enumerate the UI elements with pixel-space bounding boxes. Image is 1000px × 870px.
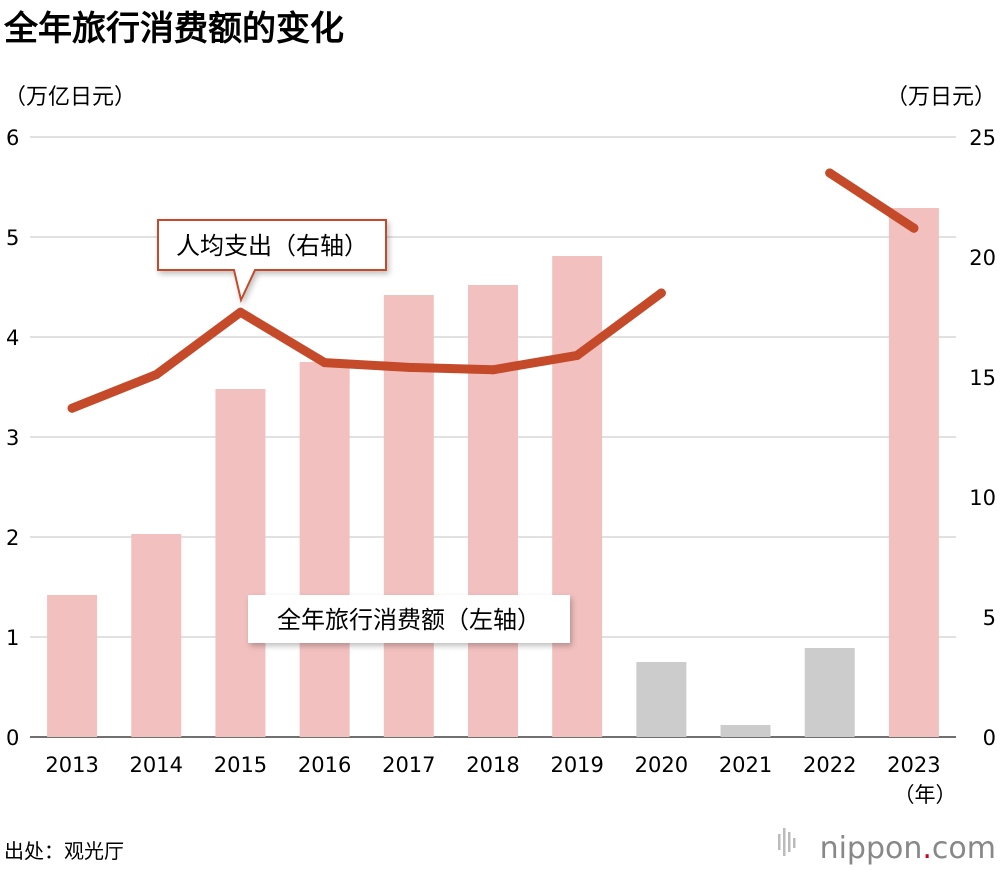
bar <box>888 208 939 737</box>
bar-series-callout: 全年旅行消费额（左轴） <box>248 595 570 643</box>
chart-title: 全年旅行消费额的变化 <box>3 9 344 49</box>
x-tick-label: 2017 <box>382 753 435 777</box>
line-point <box>825 168 835 178</box>
left-tick-label: 5 <box>6 226 19 250</box>
bar <box>131 534 182 737</box>
line-point <box>67 403 77 413</box>
bar-series <box>47 208 939 737</box>
right-axis-ticks: 0 5 10 15 20 25 <box>969 126 996 750</box>
line-series-callout: 人均支出（右轴） <box>157 219 387 304</box>
x-tick-label: 2022 <box>803 753 856 777</box>
right-tick-label: 0 <box>983 726 996 750</box>
brand-dot: . <box>922 831 932 866</box>
line-point <box>404 362 414 372</box>
x-axis-ticks: 2013 2014 2015 2016 2017 2018 2019 2020 2021 2022… <box>45 753 940 777</box>
bar <box>804 648 855 737</box>
x-tick-label: 2023 <box>887 753 940 777</box>
bar-series-label: 全年旅行消费额（左轴） <box>277 606 541 634</box>
line-series <box>67 168 919 413</box>
x-tick-label: 2016 <box>298 753 351 777</box>
line-point <box>909 223 919 233</box>
left-axis-ticks: 0 1 2 3 4 5 6 <box>6 126 19 750</box>
left-tick-label: 1 <box>6 626 19 650</box>
line-point <box>488 365 498 375</box>
bar <box>299 362 350 737</box>
left-tick-label: 2 <box>6 526 19 550</box>
x-tick-label: 2013 <box>45 753 98 777</box>
x-tick-label: 2014 <box>130 753 183 777</box>
line-point <box>320 358 330 368</box>
bar <box>468 285 518 737</box>
left-tick-label: 0 <box>6 726 19 750</box>
bar <box>636 662 687 737</box>
line-point <box>151 370 161 380</box>
x-tick-label: 2020 <box>635 753 688 777</box>
bar <box>720 725 771 737</box>
brand-logo: nippon.com <box>778 828 996 866</box>
brand-wordmark: nippon.com <box>820 831 996 866</box>
line-series-label: 人均支出（右轴） <box>176 232 368 260</box>
right-tick-label: 15 <box>969 366 996 390</box>
left-tick-label: 4 <box>6 326 19 350</box>
x-tick-label: 2021 <box>719 753 772 777</box>
x-tick-label: 2015 <box>214 753 267 777</box>
right-tick-label: 5 <box>983 606 996 630</box>
line-point <box>235 307 245 317</box>
right-tick-label: 20 <box>969 246 996 270</box>
line-segment <box>825 168 919 233</box>
line-segment <box>67 288 666 413</box>
bar <box>47 595 98 737</box>
x-axis-unit: （年） <box>894 783 957 807</box>
brand-mark-icon <box>778 828 796 856</box>
right-tick-label: 10 <box>969 486 996 510</box>
left-axis-unit: （万亿日元） <box>4 85 136 110</box>
bar <box>215 389 266 737</box>
right-axis-unit: （万日元） <box>886 85 996 110</box>
x-tick-label: 2018 <box>466 753 519 777</box>
line-point <box>656 288 666 298</box>
source-note: 出处：观光厅 <box>4 839 124 863</box>
bar <box>552 256 603 737</box>
left-tick-label: 6 <box>6 126 19 150</box>
x-tick-label: 2019 <box>550 753 603 777</box>
left-tick-label: 3 <box>6 426 19 450</box>
line-point <box>572 350 582 360</box>
bar <box>383 295 434 737</box>
right-tick-label: 25 <box>969 126 996 150</box>
